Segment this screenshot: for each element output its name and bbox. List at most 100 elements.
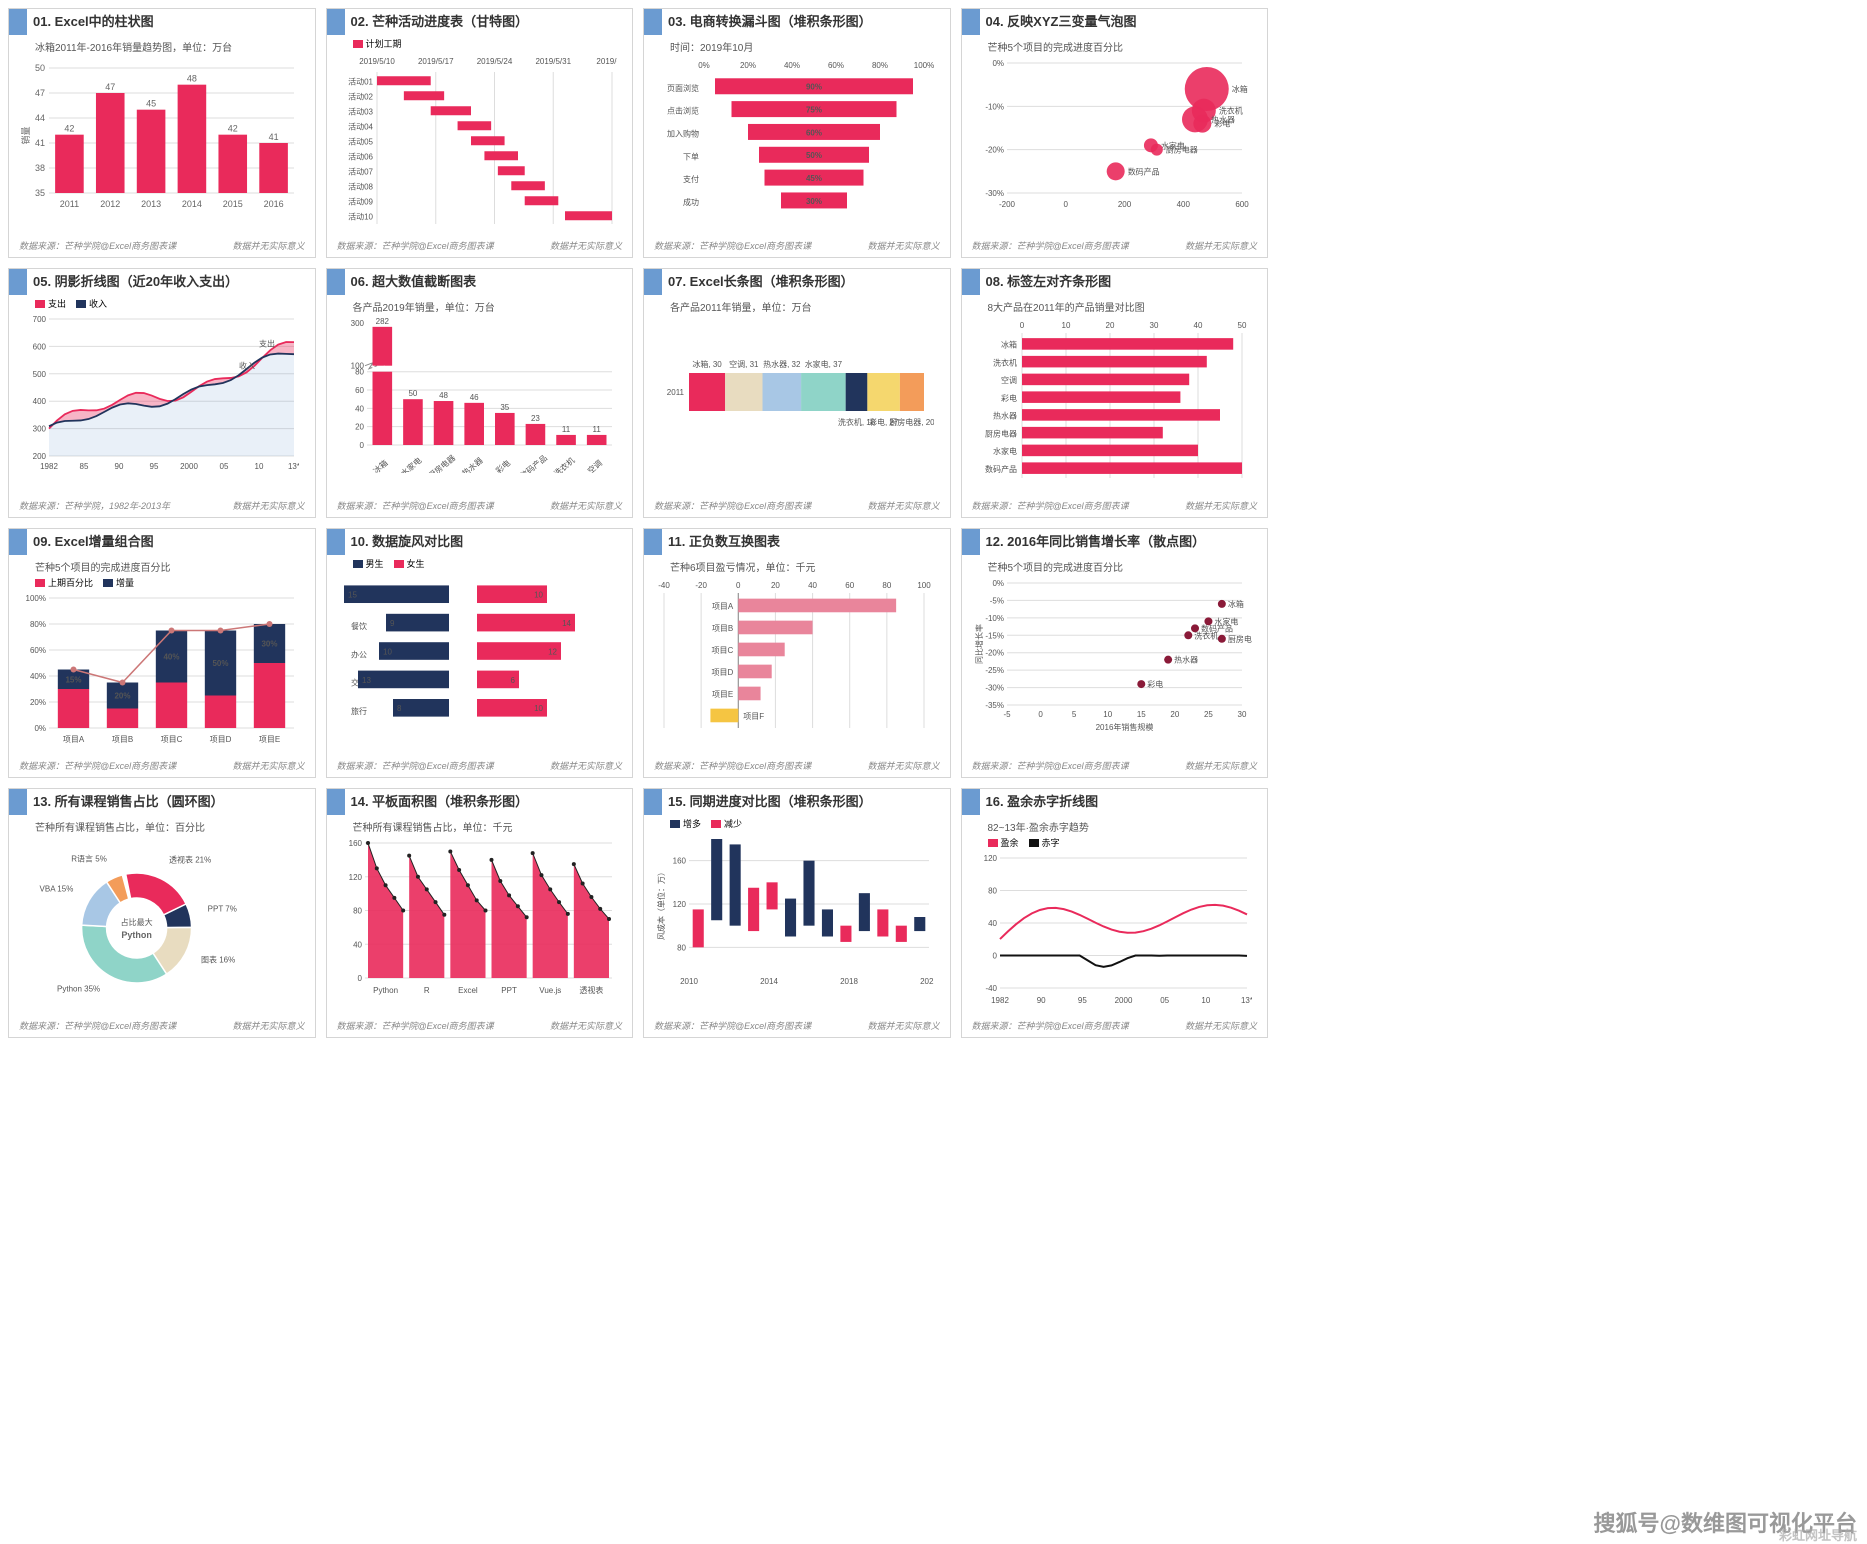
chart-area: 2011冰箱, 30空调, 31热水器, 32水家电, 37洗衣机, 18彩电,… — [644, 314, 950, 496]
bar — [218, 135, 247, 193]
svg-text:10: 10 — [383, 647, 392, 656]
footer-left: 数据来源：芒种学院@Excel商务图表课 — [337, 1019, 494, 1032]
card-subtitle: 芒种5个项目的完成进度百分比 — [962, 35, 1268, 54]
svg-text:项目C: 项目C — [161, 735, 183, 744]
card-c15: 15. 同期进度对比图（堆积条形图）增多减少80120160风成本（单位：万）2… — [643, 788, 951, 1038]
range-bar — [767, 882, 778, 909]
svg-text:30: 30 — [1237, 710, 1246, 719]
svg-text:120: 120 — [348, 873, 362, 882]
svg-text:100%: 100% — [914, 61, 934, 70]
range-bar — [914, 917, 925, 931]
chart-area: 购物1510餐饮914办公1012交通136旅行810 — [327, 570, 633, 756]
svg-text:-35%: -35% — [985, 701, 1004, 710]
svg-text:48: 48 — [187, 74, 197, 84]
card-subtitle: 时间：2019年10月 — [644, 35, 950, 54]
svg-text:冰箱: 冰箱 — [1227, 599, 1243, 609]
footer-right: 数据并无实际意义 — [1185, 1019, 1257, 1032]
footer-left: 数据来源：芒种学院@Excel商务图表课 — [972, 499, 1129, 512]
svg-text:2015: 2015 — [223, 199, 243, 209]
svg-text:2014: 2014 — [760, 977, 778, 986]
footer-left: 数据来源：芒种学院@Excel商务图表课 — [19, 239, 176, 252]
svg-text:47: 47 — [105, 82, 115, 92]
bar — [137, 110, 166, 193]
svg-text:支付: 支付 — [683, 174, 699, 184]
svg-text:项目F: 项目F — [743, 712, 764, 721]
svg-text:13*: 13* — [1240, 996, 1251, 1005]
svg-text:彩电: 彩电 — [1001, 393, 1017, 403]
svg-text:热水器: 热水器 — [993, 411, 1017, 421]
svg-text:项目A: 项目A — [63, 735, 85, 744]
svg-text:-200: -200 — [998, 200, 1015, 209]
segment — [725, 373, 762, 411]
svg-text:风成本（单位：万）: 风成本（单位：万） — [656, 868, 666, 940]
svg-text:2013: 2013 — [141, 199, 161, 209]
area — [368, 843, 403, 978]
svg-text:60%: 60% — [828, 61, 844, 70]
chart-area: 353841444750销量42201147201245201348201442… — [9, 54, 315, 236]
svg-text:10: 10 — [1103, 710, 1112, 719]
svg-text:100: 100 — [917, 581, 931, 590]
segment — [689, 373, 725, 411]
svg-text:透视表 21%: 透视表 21% — [169, 855, 211, 865]
card-title: 03. 电商转换漏斗图（堆积条形图） — [662, 9, 872, 35]
range-bar — [785, 899, 796, 937]
svg-text:冰箱: 冰箱 — [371, 458, 390, 473]
svg-text:Python: Python — [373, 986, 398, 995]
svg-text:90: 90 — [1036, 996, 1045, 1005]
bar — [433, 401, 453, 445]
surplus-line — [1000, 905, 1247, 939]
svg-text:2016年销售规模: 2016年销售规模 — [1095, 722, 1153, 732]
svg-text:水家电: 水家电 — [398, 455, 423, 473]
point — [1217, 635, 1225, 643]
footer-right: 数据并无实际意义 — [550, 759, 622, 772]
segment — [763, 373, 802, 411]
footer-right: 数据并无实际意义 — [867, 759, 939, 772]
range-bar — [840, 926, 851, 942]
svg-text:0%: 0% — [992, 59, 1004, 68]
segment — [900, 373, 924, 411]
svg-text:9: 9 — [390, 619, 395, 628]
svg-text:彩电: 彩电 — [493, 458, 512, 473]
chart-area: -4004080120198290952000051013* — [962, 849, 1268, 1016]
svg-text:80: 80 — [882, 581, 891, 590]
svg-text:11: 11 — [561, 425, 570, 434]
svg-text:20: 20 — [771, 581, 780, 590]
svg-text:厨房电器, 20: 厨房电器, 20 — [889, 417, 934, 427]
svg-text:2022: 2022 — [920, 977, 934, 986]
diverge-bar — [738, 621, 812, 635]
svg-text:Python 35%: Python 35% — [57, 984, 100, 993]
svg-text:活动03: 活动03 — [348, 107, 373, 117]
legend: 计划工期 — [327, 35, 633, 50]
bar — [96, 93, 125, 193]
title-block — [9, 789, 27, 815]
chart-area: 2019/5/102019/5/172019/5/242019/5/312019… — [327, 50, 633, 236]
svg-text:40: 40 — [988, 919, 997, 928]
svg-text:10: 10 — [1201, 996, 1210, 1005]
svg-text:活动09: 活动09 — [348, 197, 373, 207]
point — [1184, 631, 1192, 639]
svg-text:Excel: Excel — [458, 986, 478, 995]
svg-text:10: 10 — [1061, 321, 1070, 330]
footer-right: 数据并无实际意义 — [867, 239, 939, 252]
svg-text:活动06: 活动06 — [348, 152, 373, 162]
bubble — [1193, 115, 1211, 133]
bar — [55, 135, 84, 193]
segment — [846, 373, 868, 411]
svg-text:-40: -40 — [985, 984, 997, 993]
svg-text:95: 95 — [1077, 996, 1086, 1005]
svg-text:0%: 0% — [698, 61, 710, 70]
chart-area: 透视表 21%PPT 7%图表 16%Python 35%VBA 15%R语言 … — [9, 834, 315, 1016]
footer-right: 数据并无实际意义 — [550, 499, 622, 512]
hbar — [1022, 445, 1198, 457]
svg-text:项目A: 项目A — [712, 602, 734, 611]
title-block — [644, 9, 662, 35]
svg-text:1982: 1982 — [40, 462, 58, 471]
footer-left: 数据来源：芒种学院@Excel商务图表课 — [337, 759, 494, 772]
diverge-bar — [738, 687, 760, 701]
card-c12: 12. 2016年同比销售增长率（散点图）芒种5个项目的完成进度百分比-35%-… — [961, 528, 1269, 778]
footer-left: 数据来源：芒种学院，1982年-2013年 — [19, 499, 170, 512]
svg-text:-10%: -10% — [985, 102, 1004, 111]
svg-text:冰箱, 30: 冰箱, 30 — [692, 359, 722, 369]
svg-text:30%: 30% — [806, 197, 822, 206]
svg-text:25: 25 — [1203, 710, 1212, 719]
